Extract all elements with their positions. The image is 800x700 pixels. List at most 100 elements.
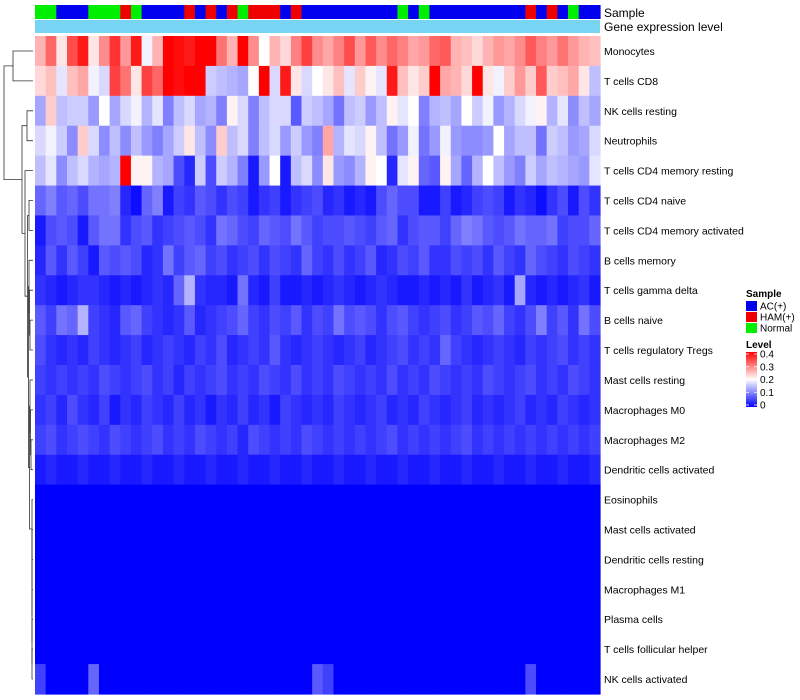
heatmap-cell (440, 484, 452, 516)
heatmap-cell (568, 514, 580, 546)
heatmap-cell (120, 574, 132, 605)
heatmap-cell (194, 65, 207, 97)
heatmap-cell (365, 275, 377, 306)
heatmap-cell (66, 125, 79, 157)
heatmap-cell (45, 95, 57, 127)
heatmap-cell (280, 275, 292, 306)
heatmap-cell (162, 484, 175, 516)
heatmap-cell (216, 574, 228, 605)
heatmap-cell (141, 245, 153, 276)
heatmap-cell (184, 215, 196, 246)
heatmap-cell (258, 634, 271, 665)
heatmap-cell (88, 215, 100, 246)
heatmap-cell (440, 454, 452, 486)
heatmap-cell (450, 95, 463, 127)
heatmap-cell (418, 125, 431, 157)
heatmap-cell (589, 634, 601, 665)
heatmap-cell (120, 335, 132, 366)
heatmap-cell (162, 454, 175, 486)
heatmap-cell (568, 36, 580, 67)
heatmap-cell (440, 185, 452, 217)
heatmap-cell (248, 394, 260, 426)
heatmap-cell (248, 125, 260, 157)
heatmap-cell (450, 634, 463, 665)
heatmap-cell (88, 484, 100, 516)
heatmap-cell (152, 634, 164, 665)
heatmap-cell (120, 544, 132, 575)
heatmap-cell (557, 36, 569, 67)
heatmap-cell (450, 365, 463, 396)
heatmap-cell (280, 664, 292, 695)
heatmap-cell (237, 484, 249, 516)
heatmap-cell (162, 574, 175, 605)
heatmap-cell (546, 335, 558, 366)
heatmap-cell (109, 604, 121, 635)
heatmap-cell (429, 245, 441, 276)
heatmap-cell (514, 484, 526, 516)
heatmap-cell (546, 245, 558, 276)
heatmap-cell (35, 215, 47, 246)
sample-annotation-cell (141, 5, 153, 19)
heatmap-cell (429, 185, 441, 217)
heatmap-cell (35, 65, 47, 97)
heatmap-cell (35, 454, 47, 486)
heatmap-cell (290, 454, 303, 486)
heatmap-cell (568, 604, 580, 635)
heatmap-cell (536, 155, 548, 187)
heatmap-cell (194, 215, 207, 246)
heatmap-cell (397, 335, 409, 366)
heatmap-cell (98, 544, 111, 575)
heatmap-cell (450, 36, 463, 67)
heatmap-cell (88, 634, 100, 665)
heatmap-cell (109, 215, 121, 246)
heatmap-cell (280, 574, 292, 605)
heatmap-cell (440, 394, 452, 426)
heatmap-cell (258, 36, 271, 67)
heatmap-cell (45, 305, 57, 336)
heatmap-cell (237, 65, 249, 97)
heatmap-cell (536, 245, 548, 276)
heatmap-cell (258, 275, 271, 306)
heatmap-cell (301, 185, 313, 217)
heatmap-cell (344, 215, 356, 246)
heatmap-cell (429, 215, 441, 246)
heatmap-cell (88, 305, 100, 336)
heatmap-cell (333, 544, 345, 575)
heatmap-cell (461, 155, 473, 187)
heatmap-cell (237, 454, 249, 486)
heatmap-cell (280, 514, 292, 546)
heatmap-cell (98, 245, 111, 276)
heatmap-cell (493, 604, 505, 635)
heatmap-cell (376, 36, 388, 67)
heatmap-cell (365, 36, 377, 67)
heatmap-cell (141, 365, 153, 396)
heatmap-cell (173, 305, 185, 336)
heatmap-cell (258, 394, 271, 426)
heatmap-cell (152, 484, 164, 516)
heatmap-cell (525, 454, 537, 486)
heatmap-cell (141, 155, 153, 187)
heatmap-cell (312, 155, 324, 187)
heatmap-cell (514, 454, 526, 486)
heatmap-cell (322, 604, 335, 635)
heatmap-cell (162, 424, 175, 456)
heatmap-cell (525, 484, 537, 516)
heatmap-cell (173, 634, 185, 665)
heatmap-cell (482, 664, 494, 695)
heatmap-cell (141, 125, 153, 157)
heatmap-cell (397, 125, 409, 157)
level-legend: Level 0.40.3 0.2 0.1 0 (746, 340, 774, 412)
heatmap-cell (45, 454, 57, 486)
sample-annotation-cell (386, 5, 399, 19)
heatmap-cell (184, 95, 196, 127)
heatmap-cell (450, 125, 463, 157)
heatmap-cell (482, 484, 494, 516)
heatmap-cell (493, 664, 505, 695)
heatmap-cell (269, 484, 281, 516)
heatmap-cell (386, 305, 399, 336)
heatmap-cell (429, 36, 441, 67)
heatmap-cell (354, 634, 367, 665)
heatmap-cell (226, 664, 239, 695)
heatmap-cell (120, 275, 132, 306)
heatmap-cell (216, 484, 228, 516)
